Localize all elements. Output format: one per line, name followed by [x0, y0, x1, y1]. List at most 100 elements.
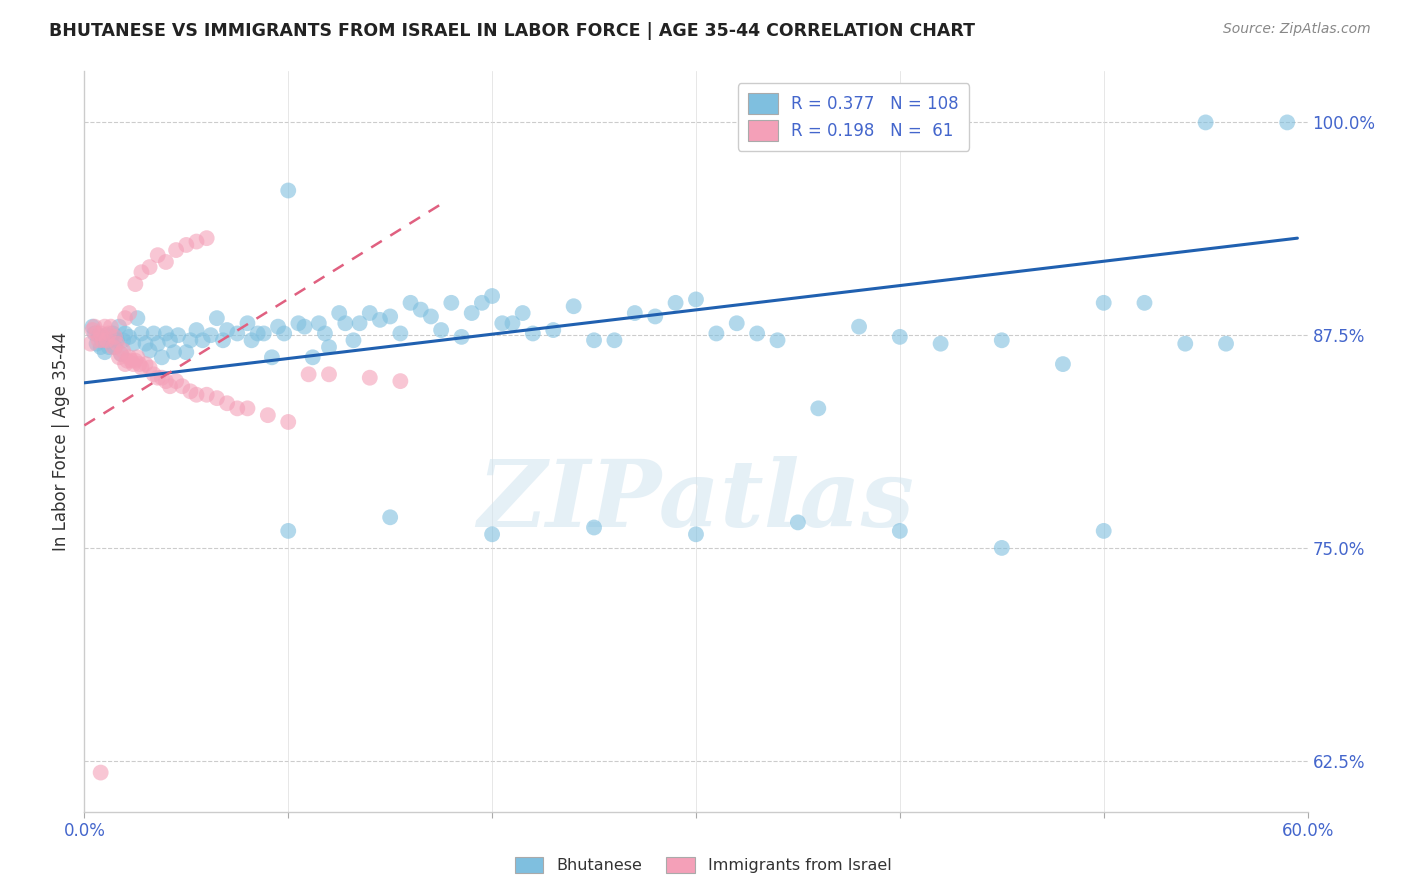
- Point: [253, 326, 276, 341]
- Point: [124, 353, 146, 368]
- Point: [82, 323, 104, 337]
- Point: [122, 336, 145, 351]
- Point: [93, 319, 115, 334]
- Point: [1195, 115, 1218, 129]
- Point: [131, 360, 153, 375]
- Point: [150, 370, 173, 384]
- Point: [118, 330, 141, 344]
- Point: [991, 541, 1014, 555]
- Point: [104, 340, 127, 354]
- Point: [349, 316, 371, 330]
- Point: [96, 333, 118, 347]
- Point: [991, 333, 1014, 347]
- Point: [96, 328, 118, 343]
- Point: [179, 333, 201, 347]
- Point: [277, 184, 299, 198]
- Point: [236, 316, 259, 330]
- Point: [226, 401, 249, 416]
- Point: [226, 326, 249, 341]
- Point: [409, 302, 432, 317]
- Point: [97, 340, 120, 354]
- Point: [87, 328, 110, 343]
- Point: [105, 336, 128, 351]
- Point: [257, 408, 280, 422]
- Point: [1092, 524, 1115, 538]
- Point: [124, 277, 146, 292]
- Point: [127, 311, 149, 326]
- Point: [90, 765, 112, 780]
- Point: [380, 510, 402, 524]
- Point: [128, 357, 150, 371]
- Point: [155, 326, 177, 341]
- Point: [112, 343, 135, 358]
- Point: [583, 520, 606, 534]
- Point: [267, 319, 290, 334]
- Point: [522, 326, 544, 341]
- Point: [685, 293, 707, 307]
- Point: [217, 396, 239, 410]
- Point: [101, 340, 124, 354]
- Point: [328, 306, 350, 320]
- Point: [104, 330, 127, 344]
- Point: [90, 326, 112, 341]
- Point: [246, 326, 269, 341]
- Point: [110, 347, 132, 361]
- Point: [440, 295, 463, 310]
- Point: [399, 295, 422, 310]
- Point: [135, 336, 157, 351]
- Point: [82, 319, 104, 334]
- Point: [335, 316, 357, 330]
- Point: [212, 333, 235, 347]
- Point: [848, 319, 870, 334]
- Point: [138, 360, 160, 375]
- Point: [142, 368, 165, 382]
- Point: [491, 316, 513, 330]
- Point: [217, 323, 239, 337]
- Point: [624, 306, 647, 320]
- Point: [562, 299, 585, 313]
- Point: [146, 248, 169, 262]
- Point: [236, 401, 259, 416]
- Legend: Bhutanese, Immigrants from Israel: Bhutanese, Immigrants from Israel: [509, 850, 897, 880]
- Point: [108, 351, 131, 365]
- Point: [430, 323, 453, 337]
- Point: [105, 333, 128, 347]
- Point: [100, 333, 122, 347]
- Point: [273, 326, 295, 341]
- Point: [159, 333, 181, 347]
- Point: [165, 243, 187, 257]
- Point: [122, 357, 145, 371]
- Point: [706, 326, 728, 341]
- Y-axis label: In Labor Force | Age 35-44: In Labor Force | Age 35-44: [52, 332, 70, 551]
- Text: Source: ZipAtlas.com: Source: ZipAtlas.com: [1223, 22, 1371, 37]
- Point: [179, 384, 201, 399]
- Point: [172, 379, 194, 393]
- Point: [502, 316, 524, 330]
- Point: [167, 328, 190, 343]
- Point: [146, 336, 169, 351]
- Point: [359, 370, 381, 384]
- Point: [205, 311, 228, 326]
- Text: ZIPatlas: ZIPatlas: [478, 456, 914, 546]
- Point: [112, 333, 135, 347]
- Point: [146, 370, 169, 384]
- Point: [131, 265, 153, 279]
- Point: [110, 347, 132, 361]
- Point: [318, 368, 340, 382]
- Point: [86, 326, 108, 341]
- Point: [83, 319, 105, 334]
- Point: [186, 323, 208, 337]
- Point: [1215, 336, 1237, 351]
- Point: [87, 333, 110, 347]
- Point: [142, 326, 165, 341]
- Point: [294, 319, 316, 334]
- Point: [174, 238, 197, 252]
- Point: [359, 306, 381, 320]
- Point: [298, 368, 321, 382]
- Point: [100, 319, 122, 334]
- Point: [787, 516, 810, 530]
- Point: [86, 336, 108, 351]
- Point: [287, 316, 309, 330]
- Point: [471, 295, 494, 310]
- Point: [159, 379, 181, 393]
